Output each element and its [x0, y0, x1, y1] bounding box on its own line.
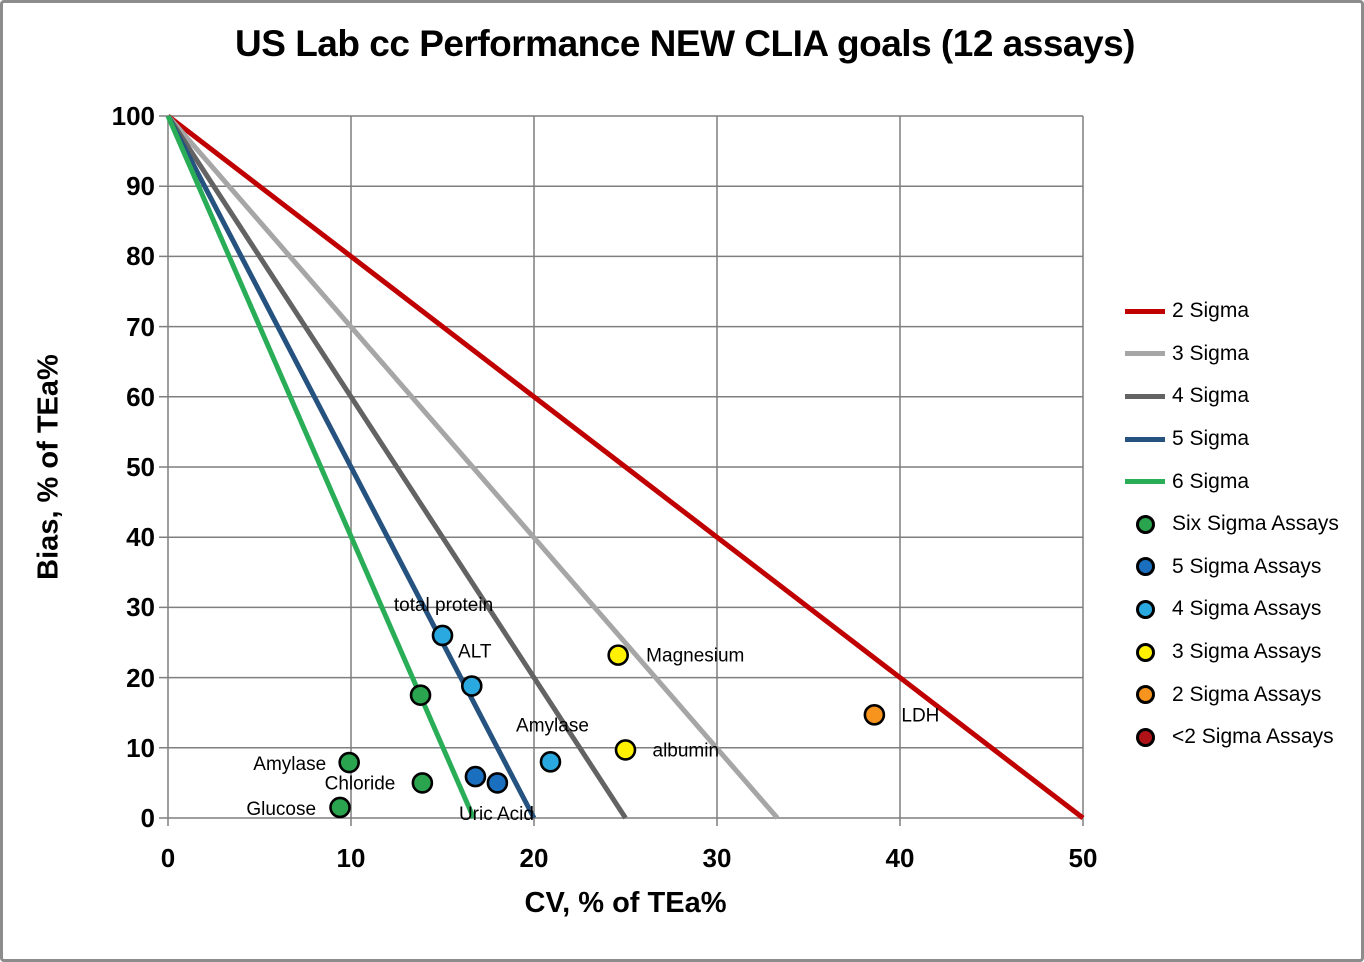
legend-dot-marker-icon [1125, 727, 1169, 747]
legend-item-label: <2 Sigma Assays [1172, 725, 1334, 749]
chart-title: US Lab cc Performance NEW CLIA goals (12… [235, 23, 1135, 64]
y-tick-label: 40 [126, 522, 155, 553]
point-label: Amylase [253, 754, 326, 775]
x-tick-label: 10 [336, 843, 366, 873]
data-point-glucose [329, 796, 351, 819]
y-tick-label: 30 [126, 592, 155, 623]
data-point-uric-acid [464, 765, 487, 788]
legend-line-marker-icon [1125, 436, 1169, 442]
point-label: Chloride [325, 773, 396, 794]
legend-item-label: 2 Sigma Assays [1172, 682, 1322, 706]
y-tick-label: 90 [126, 171, 155, 202]
legend-item-3-sigma: 3 Sigma [1125, 333, 1361, 376]
x-tick-label: 20 [519, 843, 549, 873]
legend-dot-marker-icon [1125, 514, 1169, 534]
sigma-line-3-sigma [166, 114, 780, 820]
legend-item-label: 4 Sigma Assays [1172, 597, 1322, 621]
legend-item-6-sigma: 6 Sigma [1125, 460, 1361, 503]
chart-legend: 2 Sigma 3 Sigma 4 Sigma 5 Sigma 6 Sigma Six S… [1125, 290, 1361, 759]
y-tick-label: 20 [126, 662, 155, 693]
legend-dot-marker-icon [1125, 599, 1169, 619]
legend-item-2-sigma-assays: 2 Sigma Assays [1125, 673, 1361, 716]
data-point-alt [460, 675, 483, 697]
data-point-magnesium [607, 644, 629, 666]
legend-dot-marker-icon [1125, 557, 1169, 577]
data-point-amylase [338, 751, 360, 774]
point-label: ALT [458, 642, 492, 663]
y-tick-label: 0 [140, 803, 155, 833]
point-label: albumin [653, 740, 720, 761]
point-label: total protein [394, 595, 493, 616]
x-tick-label: 50 [1068, 843, 1098, 873]
legend-item-2-sigma: 2 Sigma [1125, 290, 1361, 333]
point-label: LDH [901, 705, 939, 726]
legend-item-label: 5 Sigma Assays [1172, 554, 1322, 578]
x-tick-label: 40 [885, 843, 915, 873]
x-axis-title: CV, % of TEa% [524, 887, 727, 919]
legend-line-marker-icon [1125, 351, 1169, 357]
legend-item-4-sigma-assays: 4 Sigma Assays [1125, 588, 1361, 631]
legend-item-six-sigma-assays: Six Sigma Assays [1125, 503, 1361, 546]
legend-item-label: 4 Sigma [1172, 384, 1250, 408]
y-tick-label: 50 [126, 452, 155, 482]
data-point-ldh [863, 704, 886, 726]
x-tick-label: 30 [702, 843, 732, 873]
legend-item-2-sigma-assays: <2 Sigma Assays [1125, 716, 1361, 759]
data-point-5-sigma-assays [486, 772, 509, 794]
legend-item-3-sigma-assays: 3 Sigma Assays [1125, 631, 1361, 674]
x-tick-label: 0 [160, 843, 176, 873]
legend-item-5-sigma: 5 Sigma [1125, 418, 1361, 461]
legend-item-label: 5 Sigma [1172, 427, 1250, 451]
legend-item-label: Six Sigma Assays [1172, 512, 1339, 536]
sigma-line-2-sigma [166, 114, 1085, 820]
y-tick-label: 70 [126, 311, 155, 342]
legend-item-label: 2 Sigma [1172, 299, 1250, 323]
point-label: Magnesium [646, 646, 744, 667]
legend-item-label: 3 Sigma Assays [1172, 640, 1322, 664]
data-point-six-sigma-assays [409, 684, 432, 706]
y-tick-label: 60 [126, 381, 155, 412]
legend-dot-marker-icon [1125, 685, 1169, 705]
legend-line-marker-icon [1125, 479, 1169, 485]
legend-item-label: 6 Sigma [1172, 469, 1250, 493]
point-label: Amylase [516, 715, 589, 736]
data-point-albumin [614, 739, 637, 761]
sigma-line-4-sigma [165, 114, 628, 820]
y-tick-label: 100 [111, 101, 155, 131]
legend-item-5-sigma-assays: 5 Sigma Assays [1125, 546, 1361, 589]
y-tick-label: 80 [126, 241, 155, 272]
legend-item-4-sigma: 4 Sigma [1125, 375, 1361, 418]
data-point-total-protein [431, 624, 454, 647]
legend-line-marker-icon [1125, 308, 1169, 314]
sigma-line-5-sigma [165, 114, 537, 820]
legend-item-label: 3 Sigma [1172, 341, 1250, 365]
point-label: Glucose [246, 799, 316, 820]
data-point-chloride [411, 772, 434, 794]
y-tick-label: 10 [126, 732, 155, 763]
y-axis-title: Bias, % of TEa% [32, 354, 65, 580]
data-point-amylase [539, 751, 562, 773]
point-label: Uric Acid [459, 804, 534, 825]
legend-dot-marker-icon [1125, 642, 1169, 662]
legend-line-marker-icon [1125, 393, 1169, 399]
